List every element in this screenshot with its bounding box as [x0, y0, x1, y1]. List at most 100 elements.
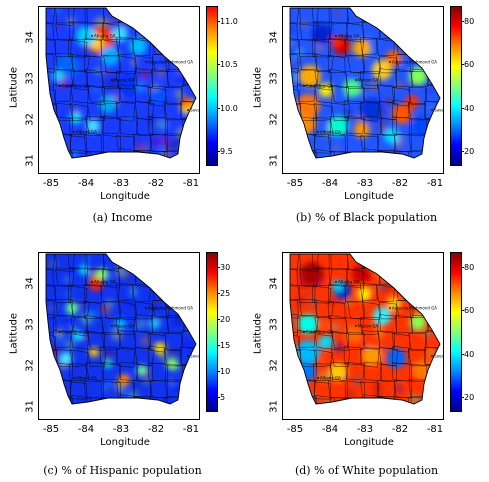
- map-hotspot: [296, 362, 316, 382]
- map-hotspot: [405, 95, 419, 109]
- map-speckle: [85, 313, 91, 320]
- county-boundary: [290, 299, 299, 319]
- map-speckle: [46, 145, 49, 151]
- y-axis-label: Latitude: [252, 312, 264, 355]
- map-speckle: [333, 144, 340, 152]
- map-speckle: [382, 96, 393, 107]
- map-speckle: [409, 8, 417, 14]
- map-hotspot: [118, 76, 138, 96]
- map-speckle: [149, 136, 162, 149]
- map-speckle: [290, 99, 296, 109]
- map-speckle: [152, 277, 161, 286]
- county-boundary: [392, 333, 411, 353]
- county-boundary: [70, 317, 89, 337]
- county-boundary: [84, 268, 104, 287]
- map-hotspot: [392, 104, 412, 124]
- county-boundary: [167, 39, 185, 58]
- map-speckle: [105, 380, 112, 386]
- panel-income: Atlanta GA Augusta-Richmond GA Macon GA Col…: [0, 0, 245, 230]
- town-marker: [431, 355, 433, 357]
- county-boundary: [119, 148, 139, 158]
- county-boundary: [411, 267, 429, 287]
- map-speckle: [387, 149, 400, 158]
- map-speckle: [93, 86, 99, 93]
- county-boundary: [46, 135, 54, 153]
- county-boundary: [299, 8, 319, 26]
- map-hotspot: [149, 319, 159, 329]
- county-boundary: [69, 103, 89, 121]
- county-boundary: [182, 254, 196, 271]
- choropleth-map: Atlanta GA Augusta-Richmond GA Macon GA Col…: [38, 6, 200, 174]
- colorbar-tick-label: 40: [460, 103, 475, 113]
- map-speckle: [102, 69, 109, 76]
- county-boundary: [408, 254, 427, 273]
- county-boundary: [84, 38, 102, 58]
- map-speckle: [433, 147, 440, 158]
- county-boundary: [102, 8, 122, 24]
- state-outline: [289, 253, 441, 405]
- county-boundary: [312, 285, 332, 304]
- county-boundary: [312, 254, 330, 270]
- panel-caption: (b) % of Black population: [295, 211, 438, 224]
- county-boundary: [115, 283, 134, 301]
- map-svg: Atlanta GA Augusta-Richmond GA Macon GA Col…: [38, 6, 200, 174]
- y-tick-label: 33: [24, 318, 36, 331]
- x-tick-label: -84: [321, 178, 339, 189]
- map-speckle: [164, 142, 175, 152]
- county-boundary: [183, 285, 196, 304]
- county-boundary: [69, 267, 88, 286]
- county-boundary: [328, 268, 348, 287]
- map-speckle: [83, 334, 89, 340]
- county-boundary: [150, 20, 169, 41]
- map-speckle: [152, 56, 160, 64]
- map-hotspot: [104, 360, 112, 368]
- colorbar-tick-label: 40: [460, 349, 475, 359]
- county-boundary: [164, 8, 183, 27]
- county-boundary: [119, 394, 139, 404]
- map-hotspot: [96, 268, 108, 280]
- county-boundary: [347, 301, 365, 319]
- county-boundary: [101, 86, 121, 104]
- county-boundary: [290, 381, 298, 399]
- county-boundary: [395, 69, 413, 88]
- county-boundary: [101, 316, 120, 335]
- county-boundary: [85, 116, 105, 136]
- colorbar-tick-label: 20: [460, 393, 475, 402]
- x-tick-label: -82: [147, 178, 165, 189]
- county-boundary: [394, 266, 413, 287]
- county-boundary: [133, 330, 152, 349]
- map-speckle: [434, 12, 440, 22]
- town-marker: [187, 355, 189, 357]
- county-boundary: [427, 285, 440, 304]
- map-speckle: [397, 272, 410, 285]
- x-tick-label: -81: [182, 178, 200, 189]
- county-boundary: [362, 330, 380, 349]
- town-label: Augusta-Richmond GA: [148, 60, 193, 65]
- county-boundary: [328, 22, 348, 41]
- map-speckle: [403, 278, 416, 291]
- map-hotspot: [89, 347, 99, 357]
- map-speckle: [416, 42, 422, 48]
- county-boundary: [163, 397, 183, 404]
- county-boundary: [181, 133, 196, 152]
- y-tick-label: 31: [24, 154, 36, 167]
- colorbar-tick-label: 20: [216, 315, 231, 324]
- map-hotspot: [386, 348, 406, 368]
- county-boundary: [150, 8, 169, 27]
- county-boundary: [376, 284, 395, 303]
- town-marker: [59, 85, 61, 87]
- county-boundary: [346, 254, 366, 270]
- county-boundary: [394, 8, 413, 27]
- county-boundary: [118, 84, 136, 103]
- county-boundary: [83, 301, 102, 319]
- county-boundary: [46, 53, 55, 73]
- x-tick-label: -85: [286, 178, 304, 189]
- county-boundary: [314, 84, 333, 104]
- map-speckle: [428, 105, 434, 110]
- town-marker: [73, 131, 75, 133]
- county-boundary: [69, 363, 87, 382]
- map-speckle: [290, 26, 296, 34]
- state-outline: [45, 253, 197, 405]
- county-boundary: [391, 100, 410, 118]
- county-boundary: [313, 381, 332, 400]
